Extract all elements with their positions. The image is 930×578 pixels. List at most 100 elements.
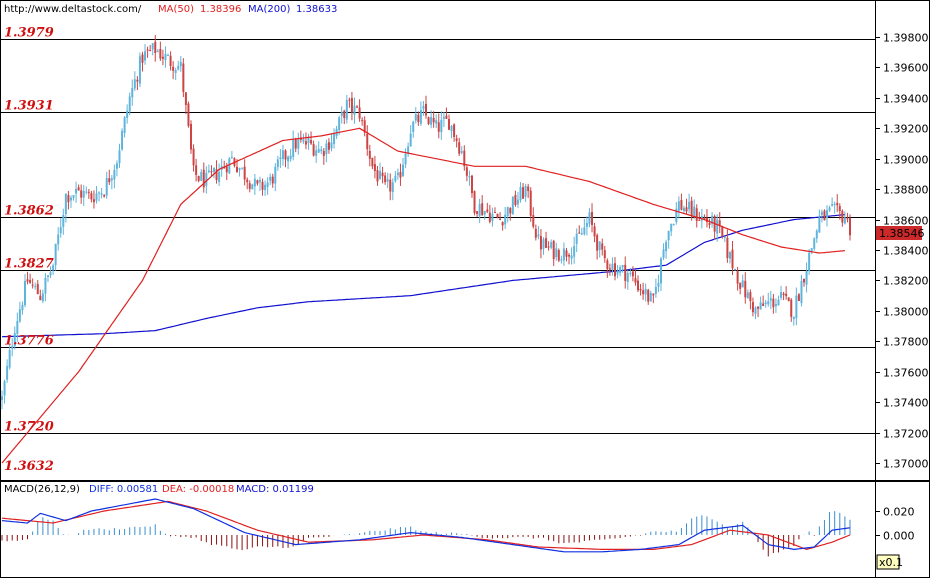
candle-body [343, 110, 346, 118]
candle-body [44, 277, 47, 294]
candle-body [746, 292, 749, 299]
candle-body [621, 265, 624, 268]
candle-body [486, 209, 489, 212]
candle-body [450, 125, 453, 132]
scale-badge: x0.1 [879, 556, 903, 569]
candle-body [110, 178, 113, 181]
candle-body [18, 309, 21, 322]
candle-body [121, 130, 124, 150]
candle-body [524, 186, 527, 197]
y-tick-label: 1.37400 [883, 397, 929, 410]
candle-body [368, 150, 371, 159]
macd-dea-label: DEA: -0.00018 [162, 484, 234, 495]
candle-body [601, 243, 604, 250]
candle-body [228, 158, 231, 174]
candle-body [493, 212, 496, 214]
y-tick-label: 1.38000 [883, 306, 929, 319]
candle-body [80, 190, 83, 198]
candle-body [361, 119, 364, 121]
candle-body [539, 236, 542, 250]
candle-body [151, 43, 154, 50]
candle-body [611, 263, 614, 270]
candle-body [75, 188, 78, 194]
candle-body [619, 267, 622, 273]
candle-body [708, 223, 711, 226]
y-tick-label: 1.38200 [883, 275, 929, 288]
candle-body [34, 285, 37, 287]
candle-body [396, 172, 399, 176]
candle-body [412, 121, 415, 132]
candle-body [591, 212, 594, 226]
candle-body [460, 151, 463, 153]
candle-body [774, 304, 777, 307]
candle-body [818, 217, 821, 233]
candle-body [614, 263, 617, 277]
candle-body [677, 201, 680, 211]
candle-body [307, 138, 310, 144]
candle-body [573, 245, 576, 257]
candle-body [772, 298, 775, 308]
candle-body [603, 250, 606, 259]
y-tick-label: 1.38400 [883, 245, 929, 258]
candle-body [499, 218, 502, 221]
candle-body [455, 138, 458, 141]
candle-body [721, 226, 724, 237]
candle-body [146, 49, 149, 51]
candle-body [394, 175, 397, 182]
candle-body [276, 159, 279, 167]
candle-body [213, 167, 215, 173]
candle-body [246, 179, 249, 183]
candle-body [118, 150, 121, 164]
ma50-line [1, 127, 845, 464]
candle-body [516, 199, 519, 205]
candle-body [606, 260, 609, 269]
candle-body [588, 212, 591, 224]
candle-body [662, 249, 665, 258]
candle-body [519, 186, 522, 201]
candle-body [13, 333, 16, 347]
candle-body [190, 123, 193, 150]
candle-body [458, 142, 461, 154]
candle-body [634, 278, 637, 283]
macd-panel: 0.020 0.000 [1, 498, 915, 557]
last-price-badge: 1.38546 [879, 227, 925, 240]
candle-body [782, 293, 785, 296]
candle-body [838, 206, 841, 212]
level-label: 1.3776 [4, 334, 54, 349]
candle-body [652, 293, 655, 296]
candle-body [790, 299, 793, 317]
candle-body [432, 117, 435, 123]
candle-body [386, 179, 389, 182]
candle-body [810, 248, 813, 253]
level-label: 1.3720 [4, 420, 54, 435]
candle-body [596, 235, 599, 251]
candle-body [468, 176, 471, 178]
candle-body [644, 288, 647, 295]
candle-body [49, 272, 52, 276]
y-tick-label: 1.39200 [883, 123, 929, 136]
ma50-value: 1.38396 [200, 4, 241, 15]
last-price-badge-bg [876, 226, 922, 240]
site-url[interactable]: http://www.deltastock.com/ [4, 4, 142, 15]
level-label: 1.3979 [4, 26, 54, 41]
candle-body [315, 150, 318, 156]
candle-body [726, 237, 729, 259]
candle-body [442, 116, 445, 119]
candle-body [218, 171, 221, 182]
candle-body [304, 141, 307, 145]
candle-body [123, 117, 126, 133]
candle-body [478, 204, 481, 216]
candle-body [141, 54, 144, 63]
candle-body [639, 288, 642, 291]
candle-body [241, 167, 244, 169]
candle-body [200, 172, 203, 181]
candle-body [297, 139, 300, 149]
candle-body [800, 280, 803, 304]
candle-body [805, 270, 808, 285]
candle-body [744, 280, 747, 298]
candle-body [338, 117, 341, 131]
candle-body [373, 164, 376, 171]
candle-body [322, 150, 325, 156]
candle-body [1, 396, 3, 400]
candle-body [133, 79, 136, 89]
